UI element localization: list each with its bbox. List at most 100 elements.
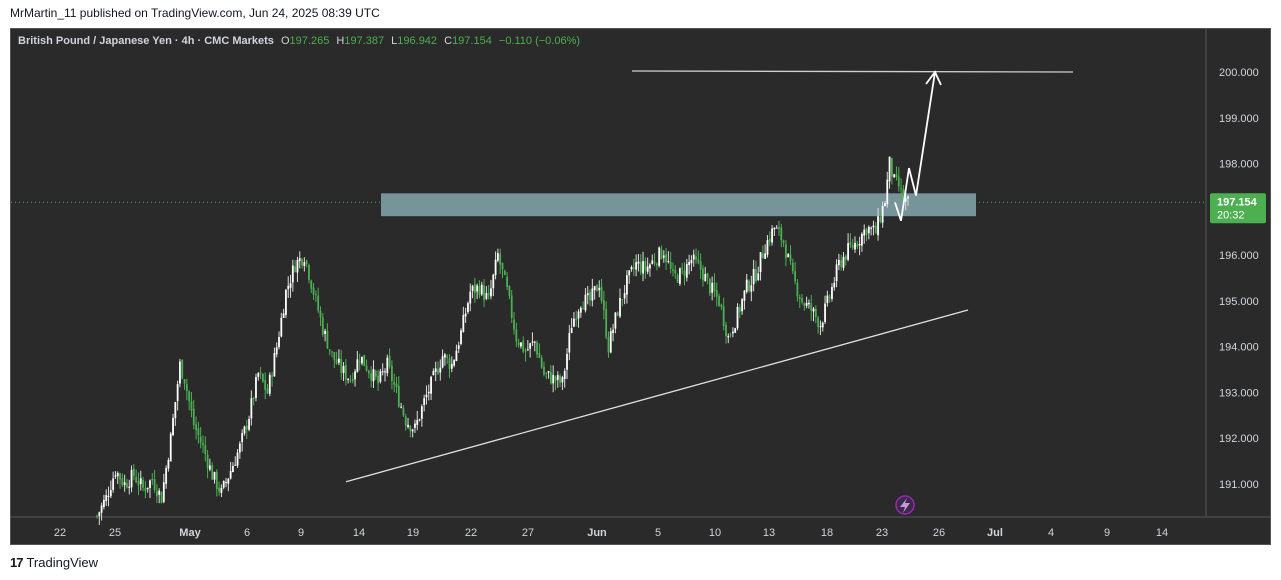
candle-body (674, 269, 677, 274)
candle-body (280, 317, 283, 337)
candle-body (241, 433, 244, 443)
candle-body (149, 480, 151, 488)
candle-body (112, 478, 115, 490)
candle-body (354, 371, 356, 380)
candle-body (888, 156, 891, 182)
candle-body (199, 436, 202, 443)
candle-body (665, 253, 667, 263)
candle-body (116, 472, 119, 477)
candle-body (402, 407, 405, 416)
candle-body (453, 360, 456, 366)
candle-body (181, 360, 184, 379)
candle-body (554, 376, 557, 381)
x-tick-label: 19 (407, 527, 419, 539)
candle-body (218, 487, 221, 492)
candle-body (658, 247, 661, 266)
candle-body (738, 307, 741, 312)
candle-body (556, 375, 559, 380)
candle-body (805, 302, 808, 306)
close-value: 197.154 (452, 35, 492, 47)
candle-body (151, 478, 154, 481)
candle-body (132, 468, 135, 476)
candle-body (893, 174, 896, 178)
candle-body (660, 248, 663, 259)
candle-body (863, 229, 866, 236)
candle-body (750, 285, 753, 292)
candle-body (879, 217, 882, 222)
candle-body (109, 490, 112, 497)
candle-body (828, 296, 831, 298)
x-tick-label: Jun (587, 527, 607, 539)
candle-body (503, 270, 506, 275)
candle-body (616, 312, 619, 316)
candle-body (370, 373, 373, 381)
candle-body (851, 244, 854, 248)
candle-body (423, 398, 426, 405)
candle-body (755, 269, 757, 282)
candle-body (577, 311, 580, 319)
candle-body (907, 196, 909, 199)
candle-body (310, 280, 313, 289)
price-chart[interactable]: 191.000 192.000 193.000 194.000 195.000 196.0… (11, 29, 1271, 545)
y-tick-label: 192.000 (1219, 433, 1259, 445)
candle-body (397, 386, 400, 407)
candle-body (877, 216, 879, 236)
candle-body (533, 341, 536, 343)
candle-body (757, 273, 760, 281)
candle-body (573, 318, 575, 327)
y-tick-label: 194.000 (1219, 342, 1259, 354)
candle-body (103, 499, 105, 508)
candle-body (388, 355, 391, 367)
candle-body (236, 452, 239, 466)
candle-body (858, 243, 861, 246)
candle-body (162, 482, 165, 502)
x-tick-label: 25 (109, 527, 121, 539)
candle-body (294, 266, 297, 272)
candle-body (810, 303, 813, 311)
candle-body (437, 369, 439, 374)
candle-body (206, 454, 209, 469)
candle-body (870, 227, 873, 229)
candle-body (672, 269, 674, 271)
candle-body (137, 481, 140, 486)
tradingview-footer[interactable]: 17 TradingView (10, 555, 98, 570)
candle-body (704, 274, 707, 282)
candle-body (867, 227, 870, 234)
candle-body (722, 306, 725, 327)
candle-body (338, 358, 340, 363)
candle-body (448, 358, 451, 369)
candle-body (204, 445, 207, 455)
candle-body (881, 206, 884, 223)
candle-body (158, 490, 161, 495)
candle-body (524, 350, 527, 352)
candle-body (782, 240, 785, 243)
candle-body (844, 255, 847, 260)
candle-body (172, 417, 174, 436)
x-tick-label: May (179, 527, 201, 539)
candle-body (697, 259, 700, 262)
candle-body (626, 275, 628, 295)
candle-body (326, 330, 329, 349)
candle-body (787, 253, 790, 258)
candle-body (549, 372, 552, 384)
candle-body (796, 282, 799, 297)
chart-panel[interactable]: 191.000 192.000 193.000 194.000 195.000 196.0… (10, 28, 1271, 545)
symbol-title[interactable]: British Pound / Japanese Yen · 4h · CMC … (18, 35, 274, 47)
candle-body (278, 337, 280, 348)
candle-body (690, 259, 693, 264)
candle-body (831, 287, 833, 299)
candle-body (432, 371, 435, 375)
candle-body (266, 388, 269, 394)
candle-body (202, 443, 204, 445)
candle-body (257, 373, 260, 377)
published-by-line: MrMartin_11 published on TradingView.com… (10, 6, 380, 20)
candle-body (566, 353, 568, 370)
candle-body (372, 369, 375, 382)
candle-body (745, 279, 748, 292)
candle-body (153, 479, 156, 491)
candle-body (517, 342, 520, 346)
candle-body (635, 262, 638, 270)
candle-body (243, 426, 246, 434)
candle-body (904, 198, 907, 202)
candle-body (791, 262, 794, 272)
